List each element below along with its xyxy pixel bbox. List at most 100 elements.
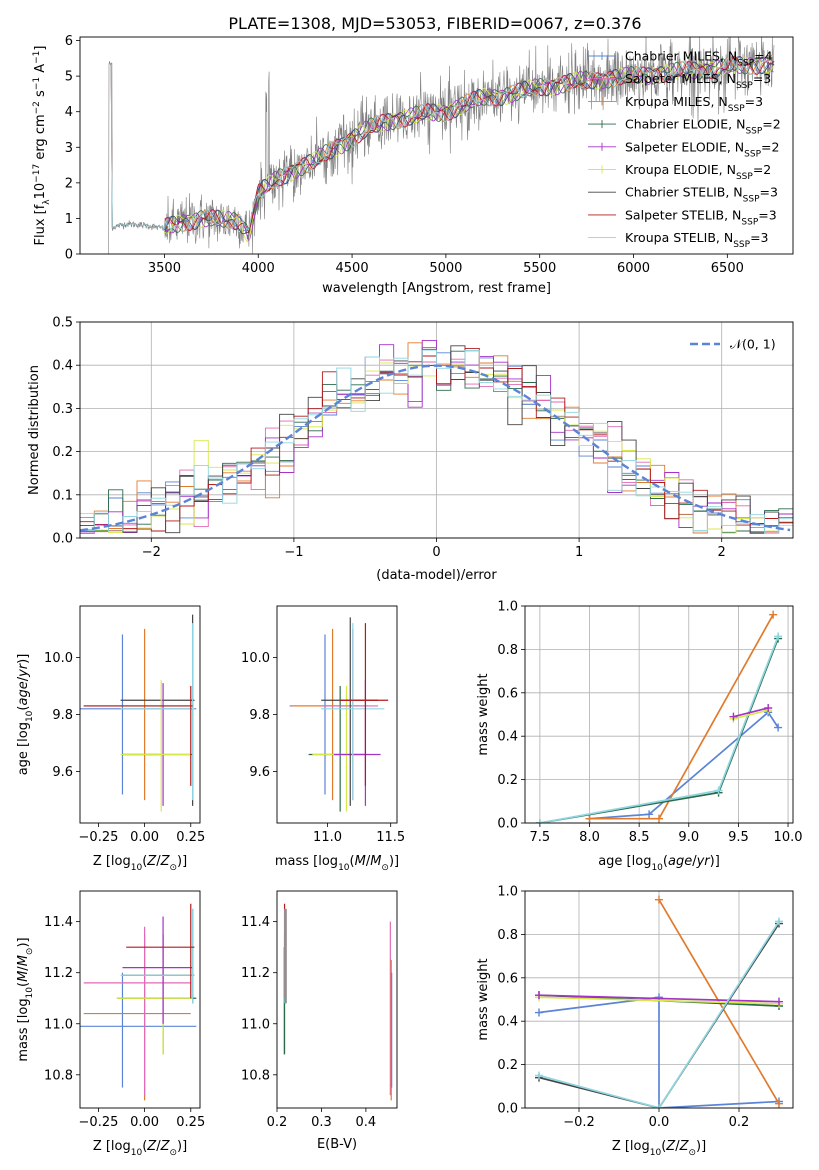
spectrum-xtick-label: 5000 xyxy=(429,261,462,276)
spectrum-xlabel: wavelength [Angstrom, rest frame] xyxy=(322,281,551,296)
age_vs_z-ytick-label: 9.6 xyxy=(52,765,73,780)
massweight_vs_age-marker-kroupa_miles xyxy=(769,610,778,619)
age_vs_mass-point-kroupa_stelib xyxy=(321,623,385,801)
residuals-ytick-label: 0.1 xyxy=(52,488,73,503)
massweight_vs_z-ytick-label: 0.6 xyxy=(497,971,518,986)
age_vs_z-point-kroupa_stelib xyxy=(120,623,195,801)
mass_vs_ebv-xlabel: E(B-V) xyxy=(317,1137,357,1152)
residuals-xtick-label: 0 xyxy=(432,545,440,560)
mass_vs_z-point-chabrier_miles xyxy=(80,972,197,1088)
massweight_vs_z-marks xyxy=(535,895,783,1108)
legend-label-kroupa_stelib: Kroupa STELIB, NSSP=3 xyxy=(625,230,769,250)
age_vs_mass-point-salpeter_miles xyxy=(321,628,379,801)
massweight_vs_z-axes: −0.2 0.0 0.2 0.0 0.2 0.4 0.6 0.8 1.0 xyxy=(497,885,794,1130)
age_vs_z-frame xyxy=(79,605,201,824)
massweight_vs_age-ytick-label: 0.0 xyxy=(497,817,518,832)
age_vs_mass-xtick-label: 11.0 xyxy=(313,830,342,845)
mass_vs_z-point-kroupa_elodie xyxy=(116,934,193,1055)
spectrum-ylabel: Flux [fλ10−17 erg cm−2 s−1 A−1] xyxy=(32,46,52,246)
massweight_vs_z-series-kroupa_elodie xyxy=(538,996,780,1005)
massweight_vs_age-marker-kroupa_stelib xyxy=(714,786,723,795)
age_vs_mass-point-chabrier_miles xyxy=(289,634,360,795)
age_vs_z-ylabel: age [log10(age/yr)] xyxy=(16,654,35,776)
massweight_vs_age-marker-chabrier_miles xyxy=(774,723,783,732)
massweight_vs_age-xtick-label: 7.5 xyxy=(530,830,551,845)
massweight_vs_z-ytick-label: 1.0 xyxy=(497,885,518,900)
hist-salpeter_stelib xyxy=(80,347,793,532)
mass_vs_ebv-marks xyxy=(283,903,393,1101)
massweight_vs_z-xtick-label: 0.0 xyxy=(649,1115,670,1130)
legend-label-chabrier_stelib: Chabrier STELIB, NSSP=3 xyxy=(625,185,778,205)
legend-label-chabrier_miles: Chabrier MILES, NSSP=4 xyxy=(625,49,773,69)
legend-label-kroupa_elodie: Kroupa ELODIE, NSSP=2 xyxy=(625,162,771,182)
residuals-ytick-label: 0.4 xyxy=(52,359,73,374)
age_vs_mass-point-salpeter_stelib xyxy=(340,623,389,786)
spectrum-ytick-label: 2 xyxy=(65,176,73,191)
massweight_vs_z-marker-kroupa_miles xyxy=(655,895,663,904)
massweight_vs_z-ytick-label: 0.2 xyxy=(497,1058,518,1073)
massweight_vs_age-frame xyxy=(524,605,794,824)
mass_vs_ebv-frame xyxy=(276,890,398,1109)
spectrum-ytick-label: 6 xyxy=(65,34,73,49)
age_vs_z-ytick-label: 9.8 xyxy=(52,708,73,723)
residuals-xtick-label: −1 xyxy=(284,545,303,560)
mass_vs_z-point-salpeter_elodie xyxy=(122,916,193,1024)
spectrum-xtick-label: 6000 xyxy=(617,261,650,276)
age_vs_z-point-salpeter_stelib xyxy=(83,685,193,786)
massweight_vs_z-series-salpeter_elodie xyxy=(538,994,780,1003)
massweight_vs_age-panel: 7.5 8.0 8.5 9.0 9.5 10.0 0.0 0.2 0.4 0.6 0.8 1.0 age… xyxy=(476,600,803,874)
age_vs_z-axes: −0.25 0.00 0.25 9.6 9.8 10.0 xyxy=(44,605,205,845)
massweight_vs_age-ytick-label: 0.2 xyxy=(497,773,518,788)
massweight_vs_age-xlabel: age [log10(age/yr)] xyxy=(598,854,720,873)
age_vs_mass-xtick-label: 11.5 xyxy=(376,830,405,845)
mass_vs_z-point-kroupa_miles xyxy=(83,934,191,1101)
massweight_vs_z-xtick-label: −0.2 xyxy=(563,1115,595,1130)
mass_vs_z-ytick-label: 11.4 xyxy=(44,915,73,930)
mass_vs_z-ytick-label: 11.0 xyxy=(44,1017,73,1032)
massweight_vs_age-ytick-label: 1.0 xyxy=(497,600,518,615)
massweight_vs_age-xtick-label: 8.0 xyxy=(579,830,600,845)
massweight_vs_z-series-kroupa_stelib xyxy=(538,920,780,1108)
mass_vs_z-ylabel: mass [log10(M/M⊙)] xyxy=(16,937,35,1061)
massweight_vs_age-xtick-label: 9.0 xyxy=(678,830,699,845)
spectrum-xtick-label: 6500 xyxy=(711,261,744,276)
massweight_vs_age-marker-salpeter_elodie xyxy=(764,703,773,712)
mass_vs_z-xlabel: Z [log10(Z/Z⊙)] xyxy=(93,1139,187,1158)
mass_vs_z-xtick-label: −0.25 xyxy=(79,1115,119,1130)
massweight_vs_age-marker-chabrier_miles xyxy=(645,810,654,819)
normal-curve xyxy=(80,364,791,532)
massweight_vs_age-marker-salpeter_elodie xyxy=(729,712,738,721)
age_vs_z-point-kroupa_miles xyxy=(83,628,191,801)
massweight_vs_age-series-kroupa_miles xyxy=(589,614,774,820)
residuals-marks xyxy=(80,339,793,534)
residuals-frame xyxy=(79,321,794,539)
age_vs_z-xtick-label: 0.25 xyxy=(176,830,205,845)
mass_vs_z-point-chabrier_stelib xyxy=(122,908,195,1004)
mass_vs_ebv-panel: 0.2 0.3 0.4 10.8 11.0 11.2 11.4 E(B-V) xyxy=(241,890,398,1152)
mass_vs_z-ytick-label: 11.2 xyxy=(44,966,73,981)
spectrum-ytick-label: 0 xyxy=(65,248,73,263)
age_vs_z-point-chabrier_miles xyxy=(80,634,197,795)
residuals-ytick-label: 0.3 xyxy=(52,402,73,417)
spectrum-model-kroupa_stelib xyxy=(109,54,775,232)
spectrum-data-line xyxy=(108,37,775,254)
massweight_vs_age-series-chabrier_miles xyxy=(589,711,779,820)
age_vs_z-xtick-label: 0.00 xyxy=(130,830,159,845)
age_vs_mass-ytick-label: 10.0 xyxy=(241,651,270,666)
age_vs_mass-ytick-label: 9.8 xyxy=(249,708,270,723)
legend-label-salpeter_stelib: Salpeter STELIB, NSSP=3 xyxy=(625,207,777,227)
residuals-panel: −2 −1 0 1 2 0.0 0.1 0.2 0.3 0.4 0.5 (data-model)/er… xyxy=(27,316,794,583)
age_vs_mass-xlabel: mass [log10(M/M⊙)] xyxy=(275,854,399,873)
spectrum-ytick-label: 4 xyxy=(65,105,73,120)
spectrum-xtick-label: 5500 xyxy=(523,261,556,276)
massweight_vs_z-series-chabrier_miles xyxy=(538,996,780,1108)
mass_vs_z-ytick-label: 10.8 xyxy=(44,1068,73,1083)
spectrum-xtick-label: 3500 xyxy=(148,261,181,276)
massweight_vs_age-ytick-label: 0.6 xyxy=(497,686,518,701)
legend-normal-label: 𝒩(0, 1) xyxy=(730,337,776,352)
age_vs_mass-axes: 11.0 11.5 9.6 9.8 10.0 xyxy=(241,605,405,845)
spectrum-xtick-label: 4500 xyxy=(336,261,369,276)
mass_vs_ebv-xtick-label: 0.3 xyxy=(311,1115,332,1130)
residuals-xtick-label: 1 xyxy=(575,545,583,560)
massweight_vs_age-xtick-label: 9.5 xyxy=(728,830,749,845)
